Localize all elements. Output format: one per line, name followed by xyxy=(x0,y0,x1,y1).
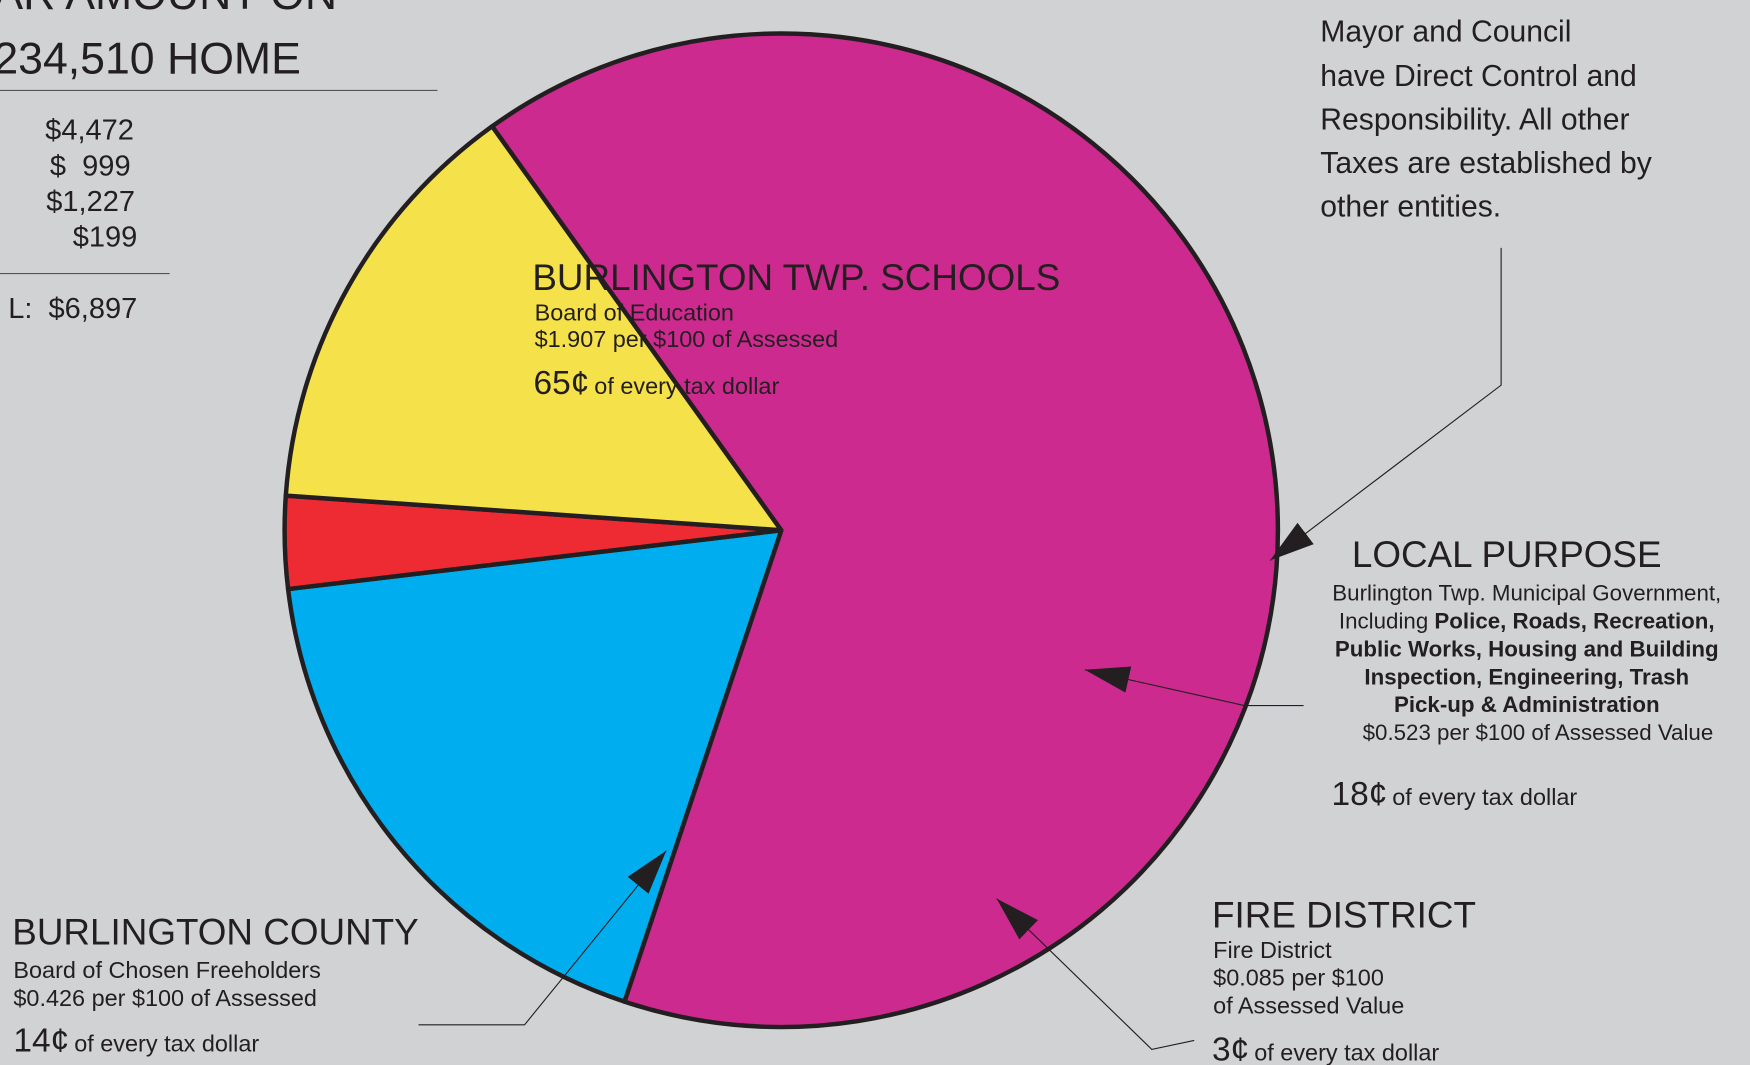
value-label: 3¢ xyxy=(1212,1032,1249,1065)
slice-value: 14¢ of every tax dollar xyxy=(13,1023,259,1060)
leader-line xyxy=(996,898,1195,1050)
value-note: of every tax dollar xyxy=(594,373,779,399)
amount: $ 999 xyxy=(50,150,131,182)
summary: $4,472 $ 999 $1,227 $199 L: $6,897 xyxy=(8,115,137,326)
value-label: 18¢ xyxy=(1331,776,1387,813)
slice-detail: $0.426 per $100 of Assessed xyxy=(13,985,317,1011)
slice-detail: of Assessed Value xyxy=(1213,993,1404,1019)
detail-part: Police, Roads, Recreation, xyxy=(1434,609,1714,634)
note: Mayor and Council have Direct Control an… xyxy=(1320,15,1652,223)
header-line: AR AMOUNT ON xyxy=(0,0,337,19)
pie-slice xyxy=(489,31,1281,1030)
slice-detail: $1.907 per $100 of Assessed xyxy=(535,326,839,352)
header-line: 234,510 HOME xyxy=(0,35,301,84)
note-line: other entities. xyxy=(1320,191,1501,224)
slice-detail: Inspection, Engineering, Trash xyxy=(1364,664,1689,689)
slice-value: 3¢ of every tax dollar xyxy=(1212,1032,1439,1065)
detail-part: Including xyxy=(1339,609,1435,634)
slice-detail: $0.085 per $100 xyxy=(1213,965,1384,991)
note-line: have Direct Control and xyxy=(1320,60,1636,93)
slice-detail: Burlington Twp. Municipal Government, xyxy=(1332,581,1721,606)
note-line: Taxes are established by xyxy=(1320,147,1652,180)
slice-value: 18¢ of every tax dollar xyxy=(1331,776,1577,813)
slice-value: 65¢ of every tax dollar xyxy=(533,365,779,402)
value-label: 65¢ xyxy=(533,365,589,402)
note-line: Responsibility. All other xyxy=(1320,103,1629,136)
slice-title: BURLINGTON TWP. SCHOOLS xyxy=(532,257,1060,298)
leader-line xyxy=(1269,247,1502,561)
slice-detail: Board of Chosen Freeholders xyxy=(13,957,320,983)
slice-title: BURLINGTON COUNTY xyxy=(12,911,418,952)
amount: $199 xyxy=(73,222,138,254)
slice-detail: Pick-up & Administration xyxy=(1394,692,1660,717)
leader-line xyxy=(418,850,667,1026)
value-note: of every tax dollar xyxy=(1392,784,1577,810)
slice-title: LOCAL PURPOSE xyxy=(1352,534,1662,575)
slice-detail: Fire District xyxy=(1213,937,1332,963)
amount: $4,472 xyxy=(45,115,134,147)
note-line: Mayor and Council xyxy=(1320,15,1571,48)
pie xyxy=(282,31,1281,1030)
value-note: of every tax dollar xyxy=(74,1031,259,1057)
slice-detail: Including Police, Roads, Recreation, xyxy=(1339,609,1715,634)
value-note: of every tax dollar xyxy=(1254,1040,1439,1065)
slice-details: Burlington Twp. Municipal Government, In… xyxy=(1332,581,1721,746)
amount: $1,227 xyxy=(46,186,135,218)
pie-slice xyxy=(283,124,784,533)
leaders xyxy=(418,247,1502,1050)
slice-detail: $0.523 per $100 of Assessed Value xyxy=(1363,720,1714,745)
slice-title: FIRE DISTRICT xyxy=(1212,895,1476,936)
slice-detail: Board of Education xyxy=(535,299,734,325)
total: L: $6,897 xyxy=(8,293,137,325)
leader-line xyxy=(1084,666,1304,707)
value-label: 14¢ xyxy=(13,1023,69,1060)
slice-detail: Public Works, Housing and Building xyxy=(1335,636,1719,661)
